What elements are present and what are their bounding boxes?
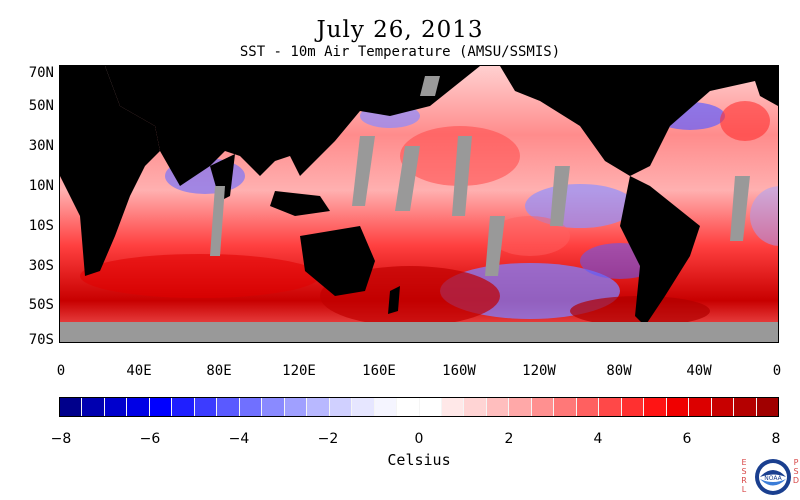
eurasia-landmass — [105, 66, 480, 186]
south-america-landmass — [620, 176, 700, 326]
colorbar-tick-label: −2 — [317, 431, 339, 447]
sst-map-canvas — [60, 66, 778, 342]
lat-label: 30S — [28, 258, 54, 274]
lat-label: 50S — [28, 297, 54, 313]
lat-label: 10N — [28, 178, 54, 194]
lon-label: 0 — [56, 363, 66, 379]
indonesia-landmass — [270, 191, 330, 216]
colorbar-swatch — [666, 398, 690, 416]
lon-label: 0 — [772, 363, 782, 379]
lon-label: 40W — [686, 363, 712, 379]
colorbar-swatch — [307, 398, 330, 416]
colorbar-swatch — [711, 398, 735, 416]
north-america-landmass — [500, 66, 778, 176]
lat-label: 10S — [28, 218, 54, 234]
colorbar-swatch — [194, 398, 218, 416]
colorbar-tick-label: 4 — [593, 431, 603, 447]
colorbar-swatch — [82, 398, 105, 416]
colorbar-tick-label: −6 — [139, 431, 161, 447]
colorbar-swatch — [262, 398, 285, 416]
antarctic-sea-ice — [60, 322, 778, 342]
lon-label: 80E — [206, 363, 232, 379]
colorbar-swatch — [104, 398, 128, 416]
colorbar-swatch — [127, 398, 150, 416]
map-title: July 26, 2013 — [316, 17, 484, 43]
colorbar-swatch — [689, 398, 712, 416]
colorbar-swatch — [621, 398, 645, 416]
colorbar-swatch — [531, 398, 555, 416]
colorbar-swatch — [509, 398, 532, 416]
colorbar-swatch — [554, 398, 577, 416]
land-masses — [60, 66, 778, 326]
lon-label: 160W — [442, 363, 476, 379]
lon-label: 120E — [282, 363, 316, 379]
colorbar-swatch — [172, 398, 195, 416]
colorbar-tick-label: 6 — [682, 431, 692, 447]
lat-label: 30N — [28, 138, 54, 154]
new-zealand-landmass — [388, 286, 400, 314]
colorbar-swatch — [149, 398, 173, 416]
colorbar-swatch — [352, 398, 375, 416]
colorbar-swatch — [599, 398, 622, 416]
colorbar-swatch — [60, 398, 83, 416]
colorbar-tick-label: 2 — [504, 431, 514, 447]
australia-landmass — [300, 226, 375, 296]
temperature-colorbar — [59, 397, 779, 417]
colorbar-swatch — [284, 398, 308, 416]
colorbar-swatch — [644, 398, 667, 416]
colorbar-swatch — [419, 398, 442, 416]
svg-text:NOAA: NOAA — [764, 475, 782, 482]
colorbar-tick-label: −4 — [228, 431, 250, 447]
noaa-logo: NOAA — [754, 458, 792, 496]
greenland-landmass — [750, 66, 778, 106]
lon-label: 120W — [522, 363, 556, 379]
colorbar-swatch — [464, 398, 487, 416]
colorbar-units-label: Celsius — [387, 451, 451, 469]
colorbar-tick-label: −8 — [50, 431, 72, 447]
colorbar-swatch — [441, 398, 465, 416]
lat-label: 50N — [28, 98, 54, 114]
sst-anomaly-map — [59, 65, 779, 343]
colorbar-swatch — [756, 398, 778, 416]
colorbar-swatch — [217, 398, 240, 416]
lon-label: 40E — [126, 363, 152, 379]
lat-label: 70S — [28, 332, 54, 348]
lat-label: 70N — [28, 65, 54, 81]
colorbar-tick-label: 8 — [771, 431, 781, 447]
map-subtitle: SST - 10m Air Temperature (AMSU/SSMIS) — [239, 44, 561, 60]
colorbar-swatch — [576, 398, 600, 416]
colorbar-swatch — [329, 398, 353, 416]
missing-data-swaths — [60, 76, 778, 342]
colorbar-swatch — [734, 398, 757, 416]
colorbar-tick-label: 0 — [414, 431, 424, 447]
colorbar-swatch — [397, 398, 420, 416]
lon-label: 160E — [362, 363, 396, 379]
colorbar-swatch — [374, 398, 398, 416]
colorbar-swatch — [486, 398, 510, 416]
africa-landmass — [60, 66, 160, 276]
lon-label: 80W — [606, 363, 632, 379]
colorbar-swatch — [239, 398, 263, 416]
india-landmass — [210, 154, 235, 201]
